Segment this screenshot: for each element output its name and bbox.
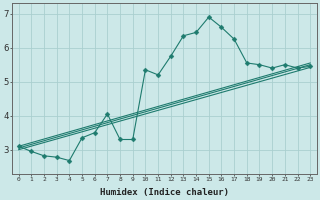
X-axis label: Humidex (Indice chaleur): Humidex (Indice chaleur): [100, 188, 229, 197]
